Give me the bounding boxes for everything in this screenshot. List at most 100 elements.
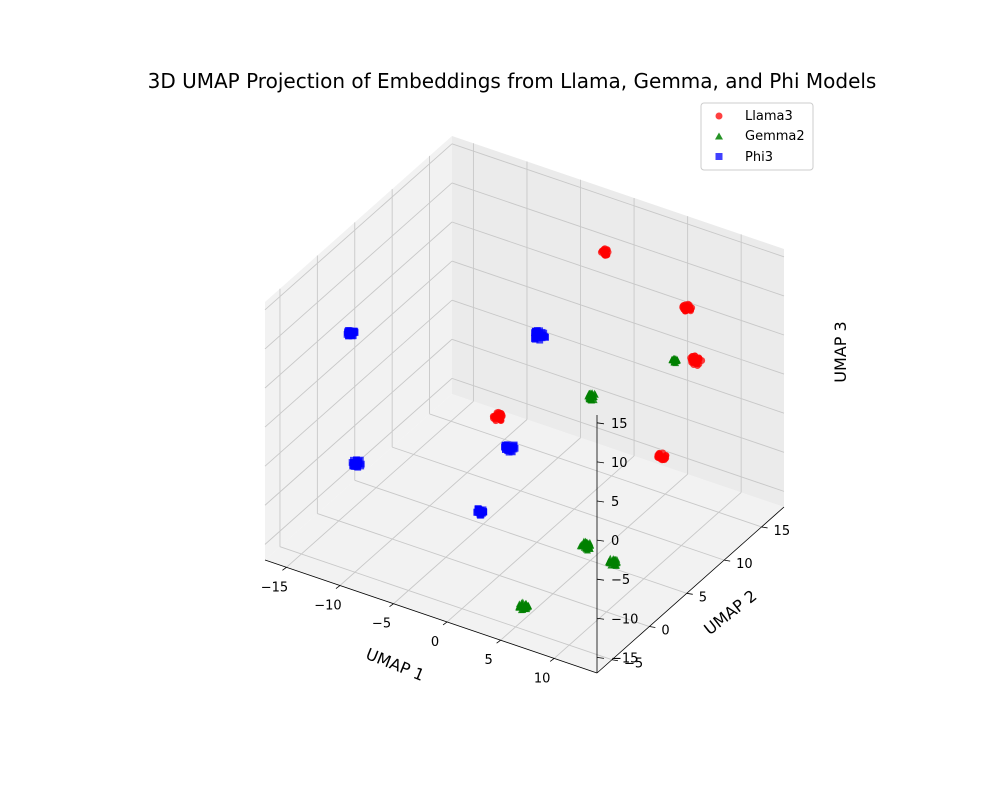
x-tick-label: −5 xyxy=(372,617,391,632)
grid-line-z-left xyxy=(264,338,453,506)
x-tick-label: 0 xyxy=(431,635,439,650)
phi3-point xyxy=(480,508,487,516)
y-tick-label-mark xyxy=(649,626,656,628)
legend-marker-gemma2 xyxy=(715,132,723,140)
y-tick-label: 15 xyxy=(774,524,791,539)
z-tick-label: −15 xyxy=(611,651,638,666)
llama3-point xyxy=(655,449,663,457)
series-gemma2 xyxy=(515,354,681,614)
y-tick-label: 10 xyxy=(736,557,753,572)
phi3-point xyxy=(348,332,356,340)
z-tick-label: 10 xyxy=(611,456,628,471)
grid-line-y-floor xyxy=(429,413,762,528)
floor-pane xyxy=(265,394,784,673)
grid-line-z-left xyxy=(264,182,453,350)
grid-line-z-left xyxy=(264,299,453,467)
legend-marker-phi3 xyxy=(715,153,723,160)
grid-line-z-back xyxy=(451,260,785,375)
gemma2-cluster xyxy=(576,537,595,554)
z-tick-label-mark xyxy=(596,656,605,659)
legend-box xyxy=(700,102,814,171)
grid-line-x-floor xyxy=(393,437,581,605)
llama3-point xyxy=(684,300,692,308)
phi3-cluster xyxy=(531,327,549,344)
grid-line-y-floor xyxy=(354,479,687,594)
llama3-cluster xyxy=(489,408,506,425)
grid-lines xyxy=(264,143,785,661)
tick-labels: −15 −10 −5 0 5 10 −5 0 5 10 15 −15 −10 −5 0 5 10 15 xyxy=(261,417,790,687)
llama3-cluster xyxy=(687,352,706,369)
llama3-point xyxy=(599,248,607,256)
gemma2-point xyxy=(605,559,613,567)
llama3-point xyxy=(496,413,504,421)
x-axis-label: UMAP 1 xyxy=(363,644,427,685)
grid-line-x-floor xyxy=(339,419,528,586)
llama3-cluster xyxy=(654,449,670,464)
gemma2-point xyxy=(588,396,596,404)
phi3-point xyxy=(531,335,539,342)
grid-line-z-back xyxy=(451,299,785,414)
data-points xyxy=(343,245,706,614)
axes-lines xyxy=(264,415,785,674)
z-tick-label-mark xyxy=(596,617,605,620)
gemma2-point xyxy=(587,541,595,549)
llama3-cluster xyxy=(597,245,612,259)
gemma2-cluster xyxy=(584,389,599,404)
x-tick-label: 10 xyxy=(534,671,551,686)
z-tick-label: 15 xyxy=(611,417,628,432)
llama3-cluster xyxy=(679,300,696,315)
z-tick-label-mark xyxy=(596,422,605,425)
y-axis-label: UMAP 2 xyxy=(700,586,760,639)
gemma2-point xyxy=(670,358,678,366)
grid-line-y-floor xyxy=(392,446,725,561)
grid-line-z-left xyxy=(264,221,453,389)
gemma2-point xyxy=(518,600,526,608)
grid-line-x-floor xyxy=(446,455,635,623)
grid-line-z-left xyxy=(264,143,453,311)
grid-line-z-back xyxy=(451,377,785,492)
grid-line-x-floor xyxy=(286,400,474,568)
y-tick-label-mark xyxy=(686,592,693,595)
phi3-cluster xyxy=(501,441,519,456)
gemma2-point xyxy=(515,603,523,611)
legend-marker-llama3 xyxy=(715,112,723,120)
x-tick-label-mark xyxy=(282,566,287,571)
grid-line-y-floor xyxy=(317,513,650,627)
phi3-point xyxy=(541,333,549,341)
grid-line-z-back xyxy=(451,338,785,453)
series-llama3 xyxy=(489,245,706,464)
grid-line-z-left xyxy=(264,260,453,428)
series-phi3 xyxy=(343,327,549,519)
x-tick-label-mark xyxy=(389,603,394,608)
x-tick-label-mark xyxy=(549,658,555,662)
phi3-point xyxy=(501,444,509,451)
x-tick-label-mark xyxy=(442,621,448,626)
phi3-point xyxy=(531,329,538,337)
llama3-point xyxy=(662,452,670,460)
phi3-cluster xyxy=(343,327,359,340)
phi3-point xyxy=(344,331,352,339)
gemma2-cluster xyxy=(515,598,533,614)
phi3-point xyxy=(357,460,365,468)
phi3-point xyxy=(536,327,544,335)
chart-title: 3D UMAP Projection of Embeddings from Ll… xyxy=(148,69,877,93)
phi3-point xyxy=(474,505,482,513)
y-tick-label-mark xyxy=(724,559,731,562)
z-tick-label-mark xyxy=(596,539,605,542)
gemma2-cluster xyxy=(605,554,621,569)
legend-label-gemma2: Gemma2 xyxy=(745,129,805,144)
x-axis-line xyxy=(264,559,598,674)
z-tick-label: 0 xyxy=(611,534,619,549)
gemma2-point xyxy=(582,541,590,548)
z-tick-label-mark xyxy=(596,578,605,581)
gemma2-point xyxy=(674,356,681,364)
phi3-point xyxy=(507,443,515,451)
phi3-point xyxy=(534,334,542,342)
phi3-point xyxy=(475,509,483,516)
phi3-cluster xyxy=(348,456,365,471)
y-tick-label-mark xyxy=(761,526,768,529)
z-tick-label: −10 xyxy=(611,612,638,627)
y-tick-label: 0 xyxy=(661,624,669,639)
gemma2-point xyxy=(585,389,593,397)
